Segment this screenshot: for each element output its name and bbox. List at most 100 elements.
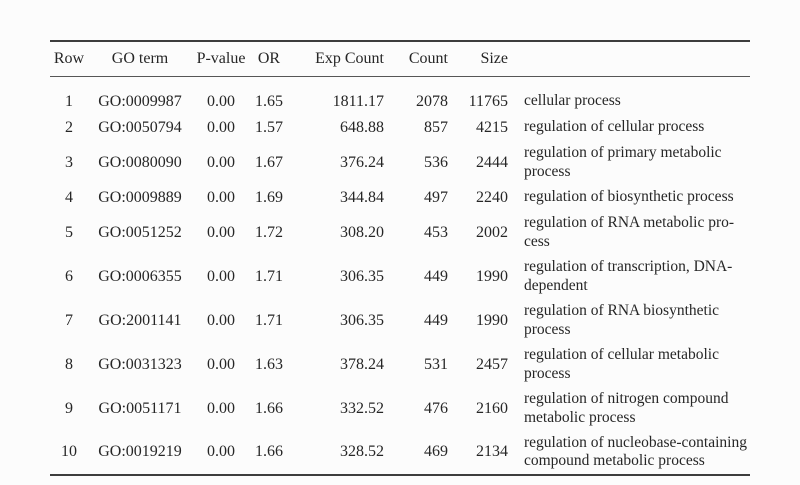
cell-description: regulation of nucleobase-containing comp…: [524, 433, 747, 470]
cell-size: 2444: [476, 153, 508, 171]
cell-size: 2160: [476, 399, 508, 417]
cell-row-number: 7: [65, 311, 73, 329]
cell-description: regulation of RNA metabolic pro- cess: [524, 214, 735, 250]
cell-p-value: 0.00: [207, 311, 235, 329]
cell-odds-ratio: 1.63: [255, 355, 283, 373]
cell-odds-ratio: 1.67: [255, 153, 283, 171]
cell-count: 497: [424, 188, 448, 206]
cell-go-term: GO:0009987: [98, 92, 182, 110]
cell-row-number: 9: [65, 399, 73, 417]
cell-size: 2134: [476, 443, 508, 460]
cell-p-value: 0.00: [207, 223, 235, 241]
cell-description: cellular process: [524, 92, 621, 110]
cell-p-value: 0.00: [207, 399, 235, 417]
cell-go-term: GO:0051171: [98, 399, 182, 417]
cell-go-term: GO:0019219: [98, 443, 182, 460]
cell-odds-ratio: 1.69: [255, 188, 283, 206]
cell-odds-ratio: 1.71: [255, 311, 283, 329]
cell-odds-ratio: 1.72: [255, 223, 283, 241]
cell-p-value: 0.00: [207, 188, 235, 206]
cell-count: 449: [424, 311, 448, 329]
cell-exp-count: 332.52: [340, 399, 384, 417]
cell-size: 1990: [476, 311, 508, 329]
cell-p-value: 0.00: [207, 267, 235, 285]
cell-exp-count: 306.35: [340, 267, 384, 285]
col-header-go-term: GO term: [88, 41, 192, 77]
cell-p-value: 0.00: [207, 92, 235, 110]
cell-row-number: 1: [65, 92, 73, 110]
cell-count: 857: [424, 118, 448, 136]
cell-exp-count: 1811.17: [332, 92, 384, 110]
table-body: 1 GO:0009987 0.00 1.65 1811.17 2078 1176…: [50, 76, 750, 475]
table-row: 9 GO:0051171 0.00 1.66 332.52 476 2160 r…: [50, 387, 750, 431]
cell-row-number: 4: [65, 188, 73, 206]
table-row: 1 GO:0009987 0.00 1.65 1811.17 2078 1176…: [50, 89, 750, 115]
cell-exp-count: 308.20: [340, 223, 384, 241]
cell-count: 469: [424, 443, 448, 460]
cell-row-number: 6: [65, 267, 73, 285]
cell-exp-count: 344.84: [340, 188, 384, 206]
cell-row-number: 2: [65, 118, 73, 136]
cell-count: 531: [424, 355, 448, 373]
cell-count: 476: [424, 399, 448, 417]
cell-exp-count: 648.88: [340, 118, 384, 136]
cell-count: 2078: [416, 92, 448, 110]
header-gap-spacer: [50, 76, 750, 89]
cell-odds-ratio: 1.66: [255, 443, 283, 460]
cell-description: regulation of nitrogen compound metaboli…: [524, 390, 729, 426]
table-row: 6 GO:0006355 0.00 1.71 306.35 449 1990 r…: [50, 255, 750, 299]
table-row: 4 GO:0009889 0.00 1.69 344.84 497 2240 r…: [50, 185, 750, 211]
table-row: 5 GO:0051252 0.00 1.72 308.20 453 2002 r…: [50, 211, 750, 255]
cell-p-value: 0.00: [207, 355, 235, 373]
cell-go-term: GO:0080090: [98, 153, 182, 171]
cell-row-number: 3: [65, 153, 73, 171]
cell-go-term: GO:2001141: [98, 311, 182, 329]
go-enrichment-table: Row GO term P-value OR Exp Count Count S…: [50, 40, 750, 476]
header-row: Row GO term P-value OR Exp Count Count S…: [50, 41, 750, 77]
cell-size: 11765: [468, 92, 508, 110]
cell-go-term: GO:0050794: [98, 118, 182, 136]
cell-odds-ratio: 1.66: [255, 399, 283, 417]
cell-go-term: GO:0009889: [98, 188, 182, 206]
cell-row-number: 5: [65, 223, 73, 241]
cell-odds-ratio: 1.65: [255, 92, 283, 110]
col-header-description: [514, 41, 750, 77]
cell-go-term: GO:0006355: [98, 267, 182, 285]
cell-count: 453: [424, 223, 448, 241]
cell-size: 2240: [476, 188, 508, 206]
cell-size: 4215: [476, 118, 508, 136]
cell-description: regulation of cellular metabolic process: [524, 346, 719, 382]
cell-go-term: GO:0051252: [98, 223, 182, 241]
cell-exp-count: 306.35: [340, 311, 384, 329]
cell-size: 2002: [476, 223, 508, 241]
cell-go-term: GO:0031323: [98, 355, 182, 373]
cell-size: 1990: [476, 267, 508, 285]
col-header-count: Count: [392, 41, 454, 77]
col-header-row: Row: [50, 41, 88, 77]
cell-p-value: 0.00: [207, 118, 235, 136]
cell-exp-count: 328.52: [340, 443, 384, 460]
col-header-exp-count: Exp Count: [288, 41, 392, 77]
cell-odds-ratio: 1.57: [255, 118, 283, 136]
table-header: Row GO term P-value OR Exp Count Count S…: [50, 41, 750, 77]
cell-description: regulation of cellular process: [524, 118, 705, 136]
cell-row-number: 10: [61, 443, 77, 460]
cell-exp-count: 378.24: [340, 355, 384, 373]
cell-p-value: 0.00: [207, 443, 235, 460]
table-row: 2 GO:0050794 0.00 1.57 648.88 857 4215 r…: [50, 115, 750, 141]
cell-size: 2457: [476, 355, 508, 373]
table-row: 3 GO:0080090 0.00 1.67 376.24 536 2444 r…: [50, 141, 750, 185]
cell-description: regulation of biosynthetic process: [524, 188, 734, 206]
cell-description: regulation of transcription, DNA- depend…: [524, 258, 733, 294]
table-row: 8 GO:0031323 0.00 1.63 378.24 531 2457 r…: [50, 343, 750, 387]
cell-description: regulation of primary metabolic process: [524, 144, 722, 180]
table-row: 7 GO:2001141 0.00 1.71 306.35 449 1990 r…: [50, 299, 750, 343]
col-header-size: Size: [454, 41, 514, 77]
cell-exp-count: 376.24: [340, 153, 384, 171]
cell-description: regulation of RNA biosynthetic process: [524, 302, 720, 338]
cell-count: 449: [424, 267, 448, 285]
cell-row-number: 8: [65, 355, 73, 373]
col-header-or: OR: [250, 41, 288, 77]
cell-p-value: 0.00: [207, 153, 235, 171]
